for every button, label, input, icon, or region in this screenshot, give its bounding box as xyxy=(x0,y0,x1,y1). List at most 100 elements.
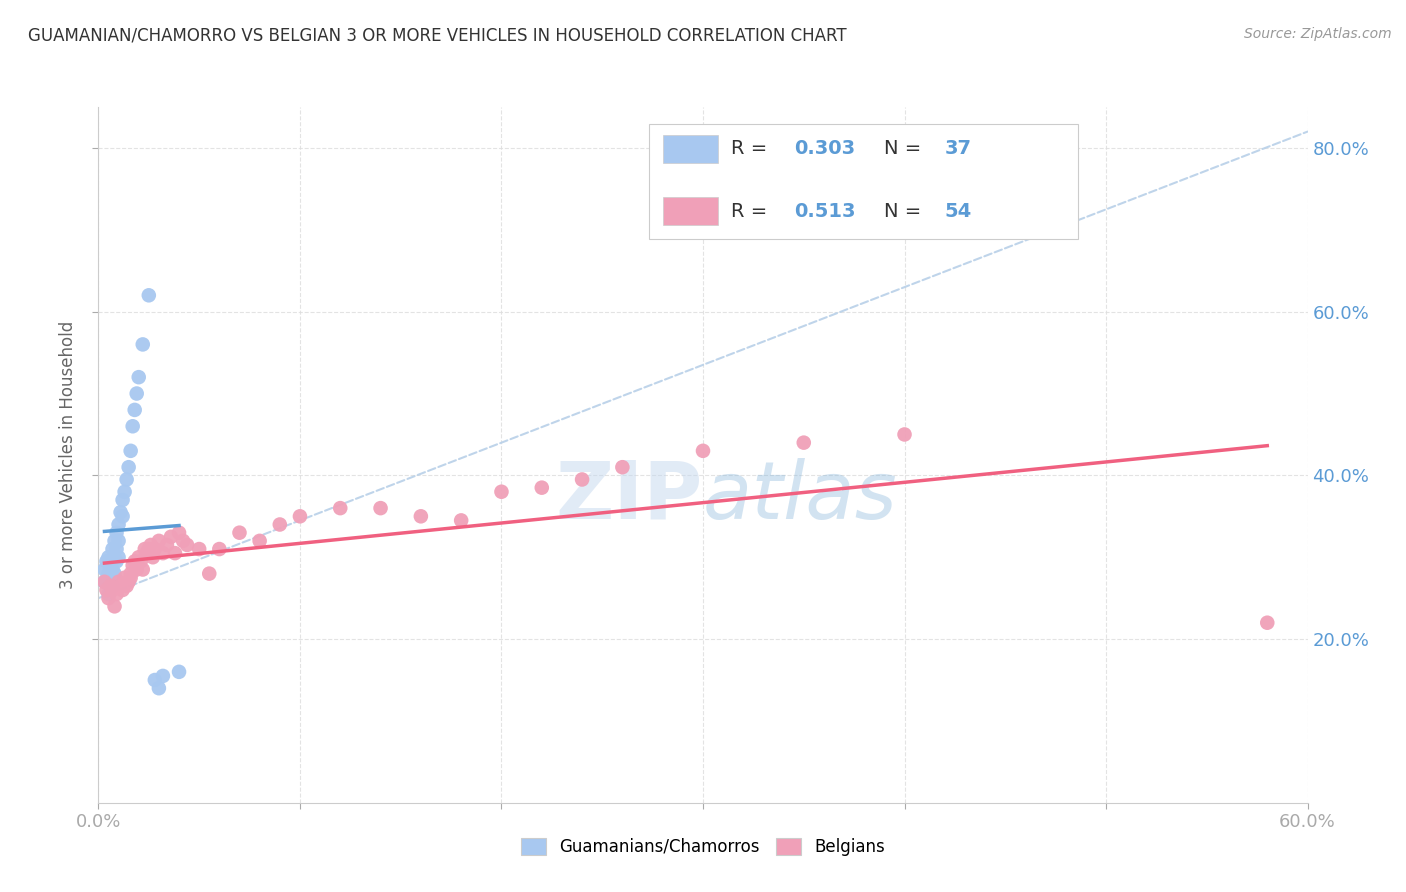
Point xyxy=(571,473,593,487)
Point xyxy=(370,501,392,516)
Point xyxy=(111,582,134,597)
Point xyxy=(93,562,115,576)
Point xyxy=(409,509,432,524)
Point xyxy=(114,571,136,585)
Point xyxy=(188,542,211,557)
Point xyxy=(101,579,124,593)
Text: 37: 37 xyxy=(945,139,972,158)
Point xyxy=(120,566,142,581)
Point xyxy=(103,599,125,614)
Text: 54: 54 xyxy=(945,202,972,221)
Text: 0.513: 0.513 xyxy=(793,202,855,221)
Point xyxy=(100,558,122,573)
Point xyxy=(111,509,134,524)
Y-axis label: 3 or more Vehicles in Household: 3 or more Vehicles in Household xyxy=(59,321,77,589)
Point xyxy=(249,533,271,548)
Point xyxy=(114,484,136,499)
Point xyxy=(138,542,160,557)
Text: Source: ZipAtlas.com: Source: ZipAtlas.com xyxy=(1244,27,1392,41)
Point xyxy=(132,562,155,576)
Point xyxy=(793,435,815,450)
Point xyxy=(118,460,141,475)
Point xyxy=(167,525,190,540)
Point xyxy=(143,673,166,687)
Point xyxy=(163,546,186,560)
Point xyxy=(269,517,291,532)
Point xyxy=(100,579,122,593)
Bar xyxy=(664,197,717,226)
Point xyxy=(450,513,472,527)
Text: N =: N = xyxy=(884,139,928,158)
Point xyxy=(120,571,142,585)
Point xyxy=(172,533,194,548)
Point xyxy=(93,574,115,589)
Point xyxy=(107,574,129,589)
Point xyxy=(124,403,146,417)
Point xyxy=(121,558,143,573)
Point xyxy=(160,530,183,544)
Point xyxy=(152,546,174,560)
Bar xyxy=(664,135,717,162)
Point xyxy=(139,538,162,552)
Point xyxy=(491,484,513,499)
Point xyxy=(692,443,714,458)
Point xyxy=(107,550,129,565)
Text: GUAMANIAN/CHAMORRO VS BELGIAN 3 OR MORE VEHICLES IN HOUSEHOLD CORRELATION CHART: GUAMANIAN/CHAMORRO VS BELGIAN 3 OR MORE … xyxy=(28,27,846,45)
Text: ZIP: ZIP xyxy=(555,458,703,536)
Point xyxy=(101,582,124,597)
Text: N =: N = xyxy=(884,202,928,221)
Point xyxy=(111,492,134,507)
Text: 0.303: 0.303 xyxy=(793,139,855,158)
Point xyxy=(125,562,148,576)
Point xyxy=(612,460,634,475)
Point xyxy=(101,542,124,557)
Point xyxy=(121,419,143,434)
Point xyxy=(97,566,120,581)
Point xyxy=(118,574,141,589)
Point xyxy=(198,566,221,581)
Point xyxy=(142,550,165,565)
Point xyxy=(228,525,250,540)
Point xyxy=(103,533,125,548)
Point xyxy=(105,554,128,568)
Point xyxy=(101,562,124,576)
Point xyxy=(148,533,170,548)
Point xyxy=(893,427,915,442)
Point xyxy=(329,501,352,516)
Point xyxy=(143,542,166,557)
Point xyxy=(110,505,132,519)
Point xyxy=(128,370,150,384)
Point xyxy=(124,554,146,568)
Point xyxy=(132,337,155,351)
Text: R =: R = xyxy=(731,202,773,221)
Point xyxy=(105,587,128,601)
Point xyxy=(97,550,120,565)
Point xyxy=(96,582,118,597)
Point xyxy=(208,542,231,557)
Text: atlas: atlas xyxy=(703,458,898,536)
Point xyxy=(110,579,132,593)
Point xyxy=(97,591,120,606)
Point xyxy=(115,579,138,593)
Point xyxy=(103,550,125,565)
Point xyxy=(125,386,148,401)
Point xyxy=(97,587,120,601)
Point xyxy=(100,571,122,585)
Point xyxy=(115,473,138,487)
Point xyxy=(129,554,152,568)
Point xyxy=(288,509,311,524)
Point xyxy=(135,546,157,560)
Point xyxy=(107,517,129,532)
Legend: Guamanians/Chamorros, Belgians: Guamanians/Chamorros, Belgians xyxy=(512,830,894,864)
Point xyxy=(120,443,142,458)
Point xyxy=(176,538,198,552)
Point xyxy=(530,481,553,495)
Point xyxy=(128,550,150,565)
Point xyxy=(93,574,115,589)
Point xyxy=(148,681,170,696)
Point xyxy=(134,542,156,557)
Point xyxy=(103,566,125,581)
Point xyxy=(1256,615,1278,630)
Point xyxy=(152,669,174,683)
Point xyxy=(105,525,128,540)
